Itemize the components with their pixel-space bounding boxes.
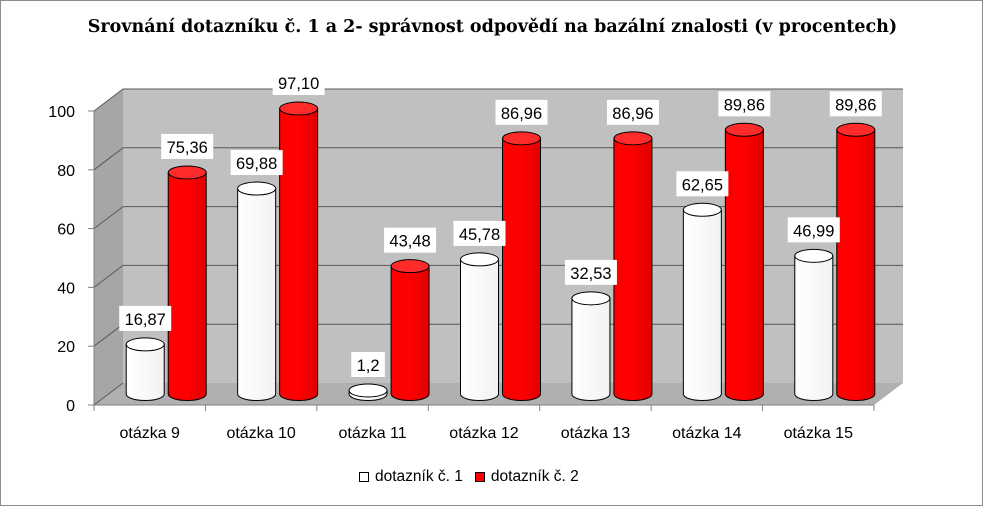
bar-series-1-top	[348, 383, 388, 398]
legend-label-series-1: dotazník č. 1	[375, 468, 463, 485]
y-tick-label: 100	[48, 104, 75, 121]
bar-series-2	[836, 129, 876, 401]
side-wall	[94, 89, 123, 405]
bar-series-2	[502, 137, 541, 401]
bar-series-1	[237, 188, 277, 401]
bar-series-2	[279, 108, 319, 401]
data-label: 32,53	[570, 265, 611, 283]
data-label-bg	[718, 91, 771, 117]
legend-swatch-series-2	[474, 472, 485, 482]
bar-series-1-top	[125, 337, 165, 352]
data-label-bg	[453, 220, 506, 246]
bar-series-1	[571, 297, 611, 401]
bar-series-2-top	[390, 259, 430, 274]
data-label-bg	[230, 150, 283, 176]
gridline-side	[93, 323, 124, 347]
bar-series-1-top	[237, 181, 277, 196]
bar-series-1	[794, 255, 834, 401]
data-label-bg	[384, 227, 437, 253]
x-category-label: otázka 11	[338, 425, 406, 442]
data-label: 69,88	[236, 155, 277, 173]
data-label-bg	[606, 99, 659, 125]
data-label: 1,2	[357, 357, 380, 375]
legend-label-series-2: dotazník č. 2	[490, 468, 579, 485]
bar-series-2	[613, 137, 653, 401]
bar-series-2-top	[724, 122, 764, 137]
data-label-bg	[564, 259, 617, 285]
x-category-label: otázka 12	[449, 425, 518, 442]
data-label-bg	[272, 70, 325, 96]
gridline-side	[93, 147, 124, 171]
bar-series-2	[390, 265, 430, 401]
data-label: 16,87	[125, 311, 166, 329]
data-label-bg	[351, 351, 385, 377]
legend: dotazník č. 1 dotazník č. 2	[359, 467, 591, 487]
data-label: 45,78	[459, 226, 500, 244]
bar-series-1	[682, 209, 722, 401]
y-tick-label: 60	[57, 222, 75, 239]
x-category-label: otázka 9	[119, 425, 180, 442]
bar-series-1-top	[682, 202, 722, 217]
bar-series-2-top	[613, 131, 653, 146]
bar-series-2-top	[279, 101, 319, 116]
data-label: 89,86	[835, 96, 876, 114]
gridline-side	[93, 382, 124, 406]
gridline-side	[93, 206, 124, 229]
data-label-bg	[829, 91, 882, 117]
bar-series-2-top	[502, 131, 541, 146]
y-tick-label: 40	[57, 280, 75, 297]
legend-item-series-1: dotazník č. 1	[359, 468, 463, 486]
chart-title: Srovnání dotazníku č. 1 a 2- správnost o…	[87, 17, 898, 37]
bar-series-1	[460, 258, 499, 401]
gridline-side	[93, 265, 124, 288]
data-label-bg	[119, 305, 172, 331]
legend-item-series-2: dotazník č. 2	[474, 468, 579, 486]
bar-series-2-top	[167, 165, 207, 180]
bar-series-2	[724, 129, 764, 401]
data-label: 75,36	[167, 139, 208, 157]
bar-series-2	[167, 171, 207, 401]
data-label: 86,96	[501, 105, 542, 123]
data-label-bg	[495, 99, 548, 125]
x-category-label: otázka 10	[226, 425, 295, 442]
data-label: 97,10	[278, 75, 319, 93]
x-category-label: otázka 15	[784, 425, 853, 442]
bar-series-1-top	[571, 291, 611, 306]
x-category-label: otázka 13	[561, 425, 630, 442]
bar-series-2-top	[836, 122, 876, 137]
data-label-bg	[787, 217, 840, 243]
bar-series-1-top	[460, 252, 499, 267]
legend-swatch-series-1	[359, 472, 369, 482]
bar-series-1	[125, 343, 165, 401]
x-category-label: otázka 14	[672, 425, 741, 442]
data-label-bg	[161, 133, 214, 159]
y-tick-label: 20	[57, 339, 75, 356]
data-label: 46,99	[793, 222, 834, 240]
gridline-side	[93, 88, 124, 112]
bar-series-1-top	[794, 248, 834, 263]
data-label: 43,48	[389, 233, 430, 251]
data-label-bg	[676, 171, 729, 197]
y-tick-label: 80	[57, 163, 75, 180]
data-label: 62,65	[682, 176, 723, 194]
data-label: 89,86	[724, 96, 765, 114]
data-label: 86,96	[612, 105, 653, 123]
y-tick-label: 0	[66, 398, 75, 415]
